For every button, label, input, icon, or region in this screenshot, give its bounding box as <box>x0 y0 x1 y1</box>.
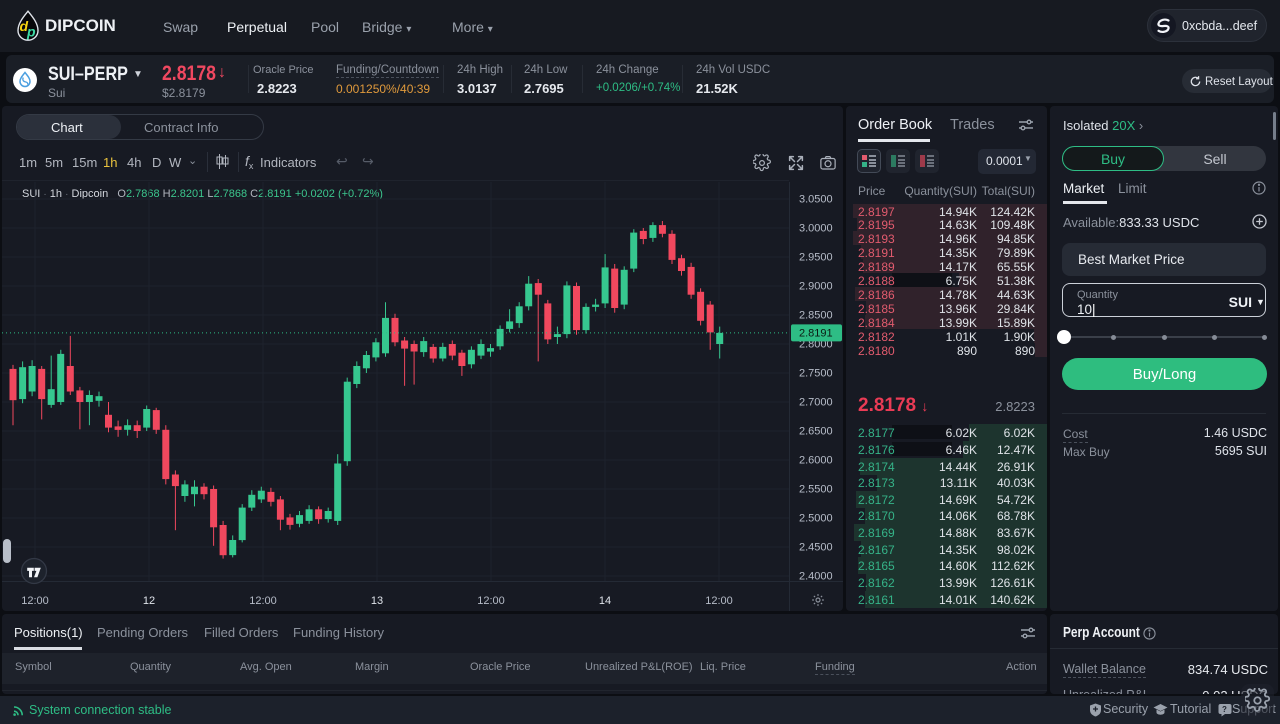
svg-text:14: 14 <box>599 595 611 607</box>
svg-text:p: p <box>26 24 36 40</box>
svg-text:2.8191: 2.8191 <box>799 328 833 340</box>
svg-text:2.5500: 2.5500 <box>799 484 833 496</box>
svg-text:3.0000: 3.0000 <box>799 223 833 235</box>
svg-text:2.8000: 2.8000 <box>799 339 833 351</box>
svg-text:2.4000: 2.4000 <box>799 571 833 583</box>
svg-text:2.9000: 2.9000 <box>799 281 833 293</box>
svg-text:2.9500: 2.9500 <box>799 252 833 264</box>
svg-text:12:00: 12:00 <box>705 595 733 607</box>
svg-text:2.4500: 2.4500 <box>799 542 833 554</box>
svg-text:2.8500: 2.8500 <box>799 310 833 322</box>
svg-text:13: 13 <box>371 595 383 607</box>
svg-text:12:00: 12:00 <box>21 595 49 607</box>
svg-text:2.6000: 2.6000 <box>799 455 833 467</box>
svg-text:?: ? <box>1222 705 1227 714</box>
svg-text:d: d <box>20 18 29 34</box>
svg-text:3.0500: 3.0500 <box>799 194 833 206</box>
svg-text:12:00: 12:00 <box>249 595 277 607</box>
svg-text:2.5000: 2.5000 <box>799 513 833 525</box>
svg-text:12:00: 12:00 <box>477 595 505 607</box>
svg-text:12: 12 <box>143 595 155 607</box>
svg-text:2.6500: 2.6500 <box>799 426 833 438</box>
svg-text:2.7000: 2.7000 <box>799 397 833 409</box>
svg-text:2.7500: 2.7500 <box>799 368 833 380</box>
